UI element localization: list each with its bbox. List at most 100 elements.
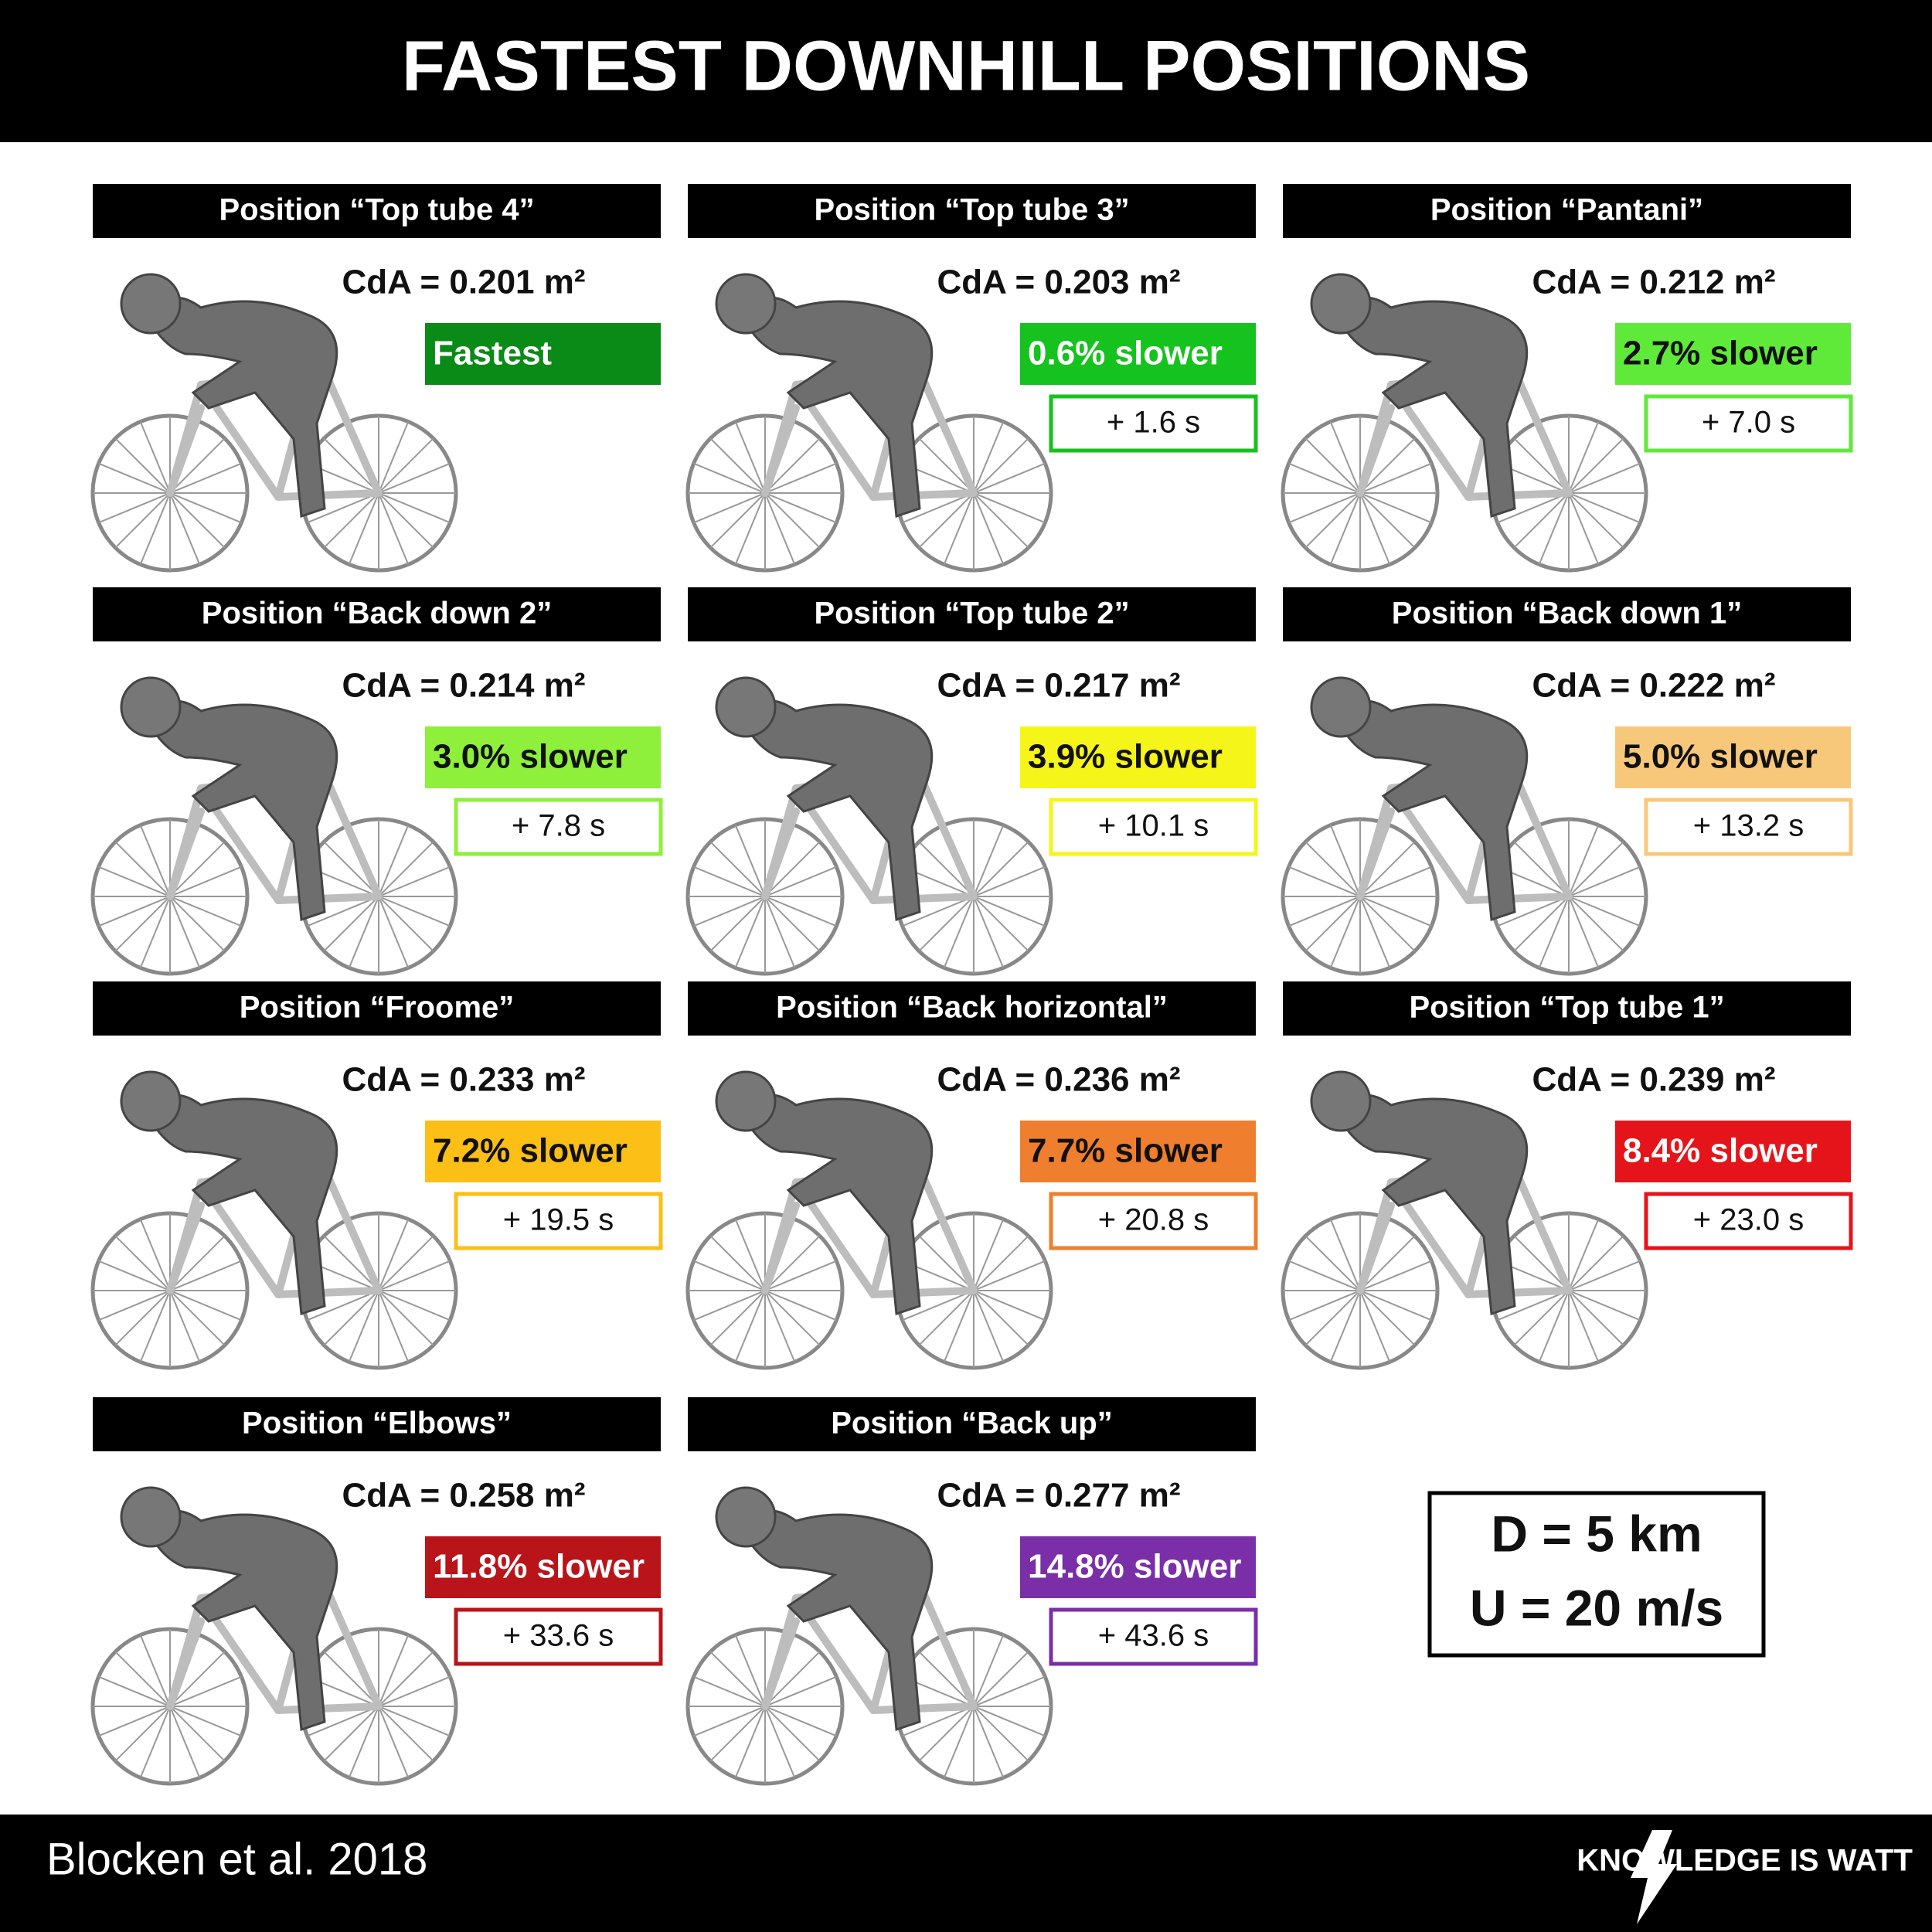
speed-badge (1020, 1536, 1256, 1598)
rider (740, 296, 934, 519)
position-name: Position “Back down 1” (1392, 597, 1742, 631)
rider-head (120, 1070, 182, 1132)
position-name: Position “Top tube 1” (1409, 991, 1724, 1025)
source: Blocken et al. 2018 (46, 1834, 427, 1884)
panel-title-bar (688, 184, 1256, 238)
speed-badge-text: 3.9% slower (1028, 738, 1223, 776)
frame-tube (1464, 1287, 1573, 1298)
time-loss: + 19.5 s (503, 1203, 614, 1237)
panel-title-bar (1283, 587, 1851, 641)
speed-badge-text: 7.2% slower (433, 1132, 628, 1170)
position-panel: Position “Elbows” CdA = 0.258 m² 11.8% slo… (90, 1397, 663, 1786)
position-panel: Position “Back down 1” CdA = 0.222 m² 5.0%… (1281, 587, 1853, 976)
frame-tube (1464, 489, 1573, 501)
rider (1335, 1094, 1529, 1316)
time-loss: + 7.8 s (512, 809, 605, 843)
panel-title-bar (688, 1397, 1256, 1451)
header-bar (0, 0, 1932, 142)
frame-tube (869, 1702, 978, 1714)
speed-badge (1615, 726, 1851, 788)
panel-title-bar (93, 981, 661, 1036)
frame-tube (1356, 404, 1395, 497)
panel-title-bar (688, 587, 1256, 641)
panel-title-bar (1283, 981, 1851, 1036)
speed-badge (425, 1121, 661, 1182)
cda-value: CdA = 0.222 m² (1532, 667, 1775, 705)
cda-value: CdA = 0.239 m² (1532, 1061, 1775, 1099)
time-loss: + 1.6 s (1107, 406, 1200, 440)
rider-head (120, 1486, 182, 1548)
frame-tube (274, 1702, 383, 1714)
speed-badge-text: 2.7% slower (1623, 335, 1818, 372)
rider-head (1310, 273, 1372, 335)
cda-value: CdA = 0.214 m² (342, 667, 585, 705)
time-loss: + 10.1 s (1098, 809, 1209, 843)
frame-tube (869, 1287, 978, 1298)
footer-bar (0, 1815, 1932, 1932)
position-name: Position “Back down 2” (202, 597, 552, 631)
time-box (1049, 798, 1258, 856)
rider (740, 1509, 934, 1732)
speed: U = 20 m/s (1470, 1579, 1723, 1636)
position-name: Position “Top tube 3” (814, 193, 1129, 227)
speed-badge-text: Fastest (433, 335, 552, 372)
time-loss: + 13.2 s (1693, 809, 1804, 843)
time-box (1644, 798, 1853, 856)
time-box (454, 1192, 663, 1250)
speed-badge-text: 3.0% slower (433, 738, 628, 776)
frame-tube (274, 489, 383, 501)
rider-head (120, 273, 182, 335)
time-box (454, 1607, 663, 1666)
cda-value: CdA = 0.201 m² (342, 264, 585, 301)
position-name: Position “Elbows” (242, 1406, 512, 1440)
cda-value: CdA = 0.236 m² (937, 1061, 1180, 1099)
speed-badge-text: 0.6% slower (1028, 335, 1223, 372)
frame-tube (869, 893, 978, 904)
position-name: Position “Froome” (240, 991, 515, 1025)
time-loss: + 20.8 s (1098, 1203, 1209, 1237)
position-panel: Position “Froome” CdA = 0.233 m² 7.2% slow… (90, 981, 663, 1370)
rider (1335, 699, 1529, 922)
rider-head (715, 273, 777, 335)
frame-tube (869, 489, 978, 501)
speed-badge (1020, 726, 1256, 788)
time-loss: + 43.6 s (1098, 1619, 1209, 1653)
time-box (454, 798, 663, 856)
time-loss: + 23.0 s (1693, 1203, 1804, 1237)
speed-badge-text: 5.0% slower (1623, 738, 1818, 776)
frame-tube (274, 893, 383, 904)
frame-tube (761, 808, 800, 900)
rider-head (1310, 1070, 1372, 1132)
rider (145, 1509, 338, 1732)
frame-tube (274, 1287, 383, 1298)
conditions-frame (1427, 1491, 1766, 1658)
rider (145, 699, 338, 922)
time-box (1049, 1607, 1258, 1666)
frame-tube (761, 1617, 800, 1710)
position-name: Position “Pantani” (1430, 193, 1703, 227)
cda-value: CdA = 0.277 m² (937, 1477, 1180, 1515)
cda-value: CdA = 0.258 m² (342, 1477, 585, 1515)
speed-badge (425, 1536, 661, 1598)
frame-tube (166, 808, 205, 900)
distance: D = 5 km (1491, 1505, 1702, 1562)
speed-badge-text: 11.8% slower (433, 1548, 645, 1586)
conditions-box: D = 5 km U = 20 m/s (1427, 1491, 1766, 1658)
position-name: Position “Back up” (831, 1406, 1113, 1440)
rider (740, 699, 934, 922)
rider-head (715, 676, 777, 738)
time-loss: + 7.0 s (1702, 406, 1795, 440)
cda-value: CdA = 0.212 m² (1532, 264, 1775, 301)
frame-tube (1356, 808, 1395, 900)
frame-tube (761, 404, 800, 497)
frame-tube (1356, 1202, 1395, 1294)
rider-head (715, 1486, 777, 1548)
frame-tube (166, 1202, 205, 1294)
time-box (1644, 394, 1853, 453)
position-panel: Position “Back horizontal” CdA = 0.236 m²… (685, 981, 1258, 1370)
position-panel: Position “Top tube 3” CdA = 0.203 m² 0.6% … (685, 184, 1258, 573)
bolt-icon (1631, 1830, 1677, 1924)
cda-value: CdA = 0.217 m² (937, 667, 1180, 705)
position-panel: Position “Top tube 1” CdA = 0.239 m² 8.4% … (1281, 981, 1853, 1370)
